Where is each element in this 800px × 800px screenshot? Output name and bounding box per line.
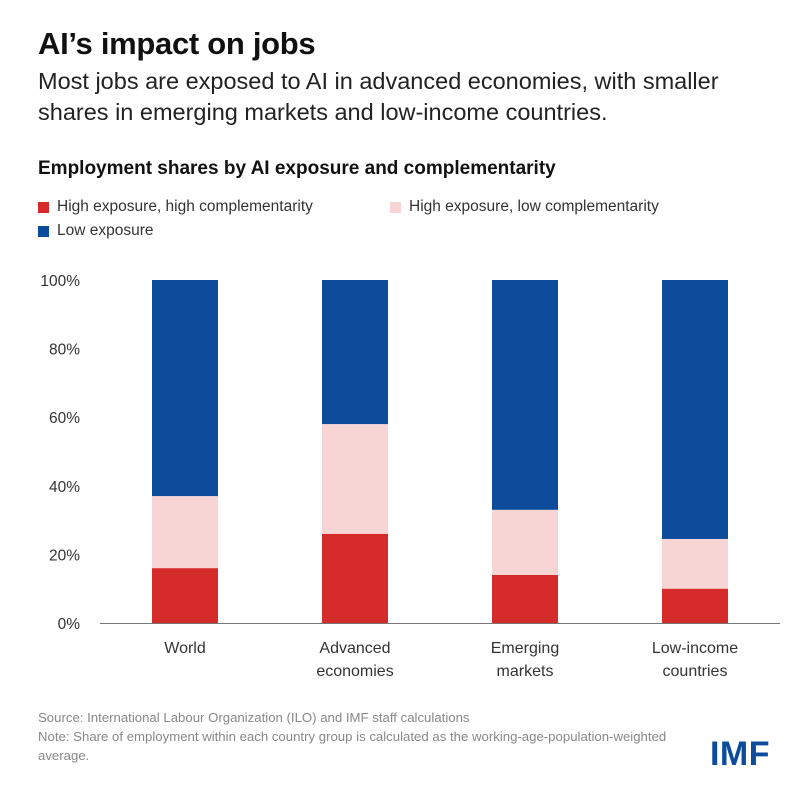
- imf-logo: IMF: [709, 735, 770, 773]
- stacked-bar-chart: 0% 20% 40% 60% 80% 100% World Advanced economies…: [40, 273, 780, 680]
- source-text: Source: International Labour Organizatio…: [38, 710, 470, 725]
- legend-item-high-low: High exposure, low complementarity: [390, 198, 659, 216]
- bar-segment: [322, 424, 388, 534]
- bar-segment: [152, 568, 218, 623]
- bar-segment: [662, 588, 728, 623]
- chart-heading: Employment shares by AI exposure and com…: [38, 158, 556, 179]
- y-tick-label: 80%: [49, 342, 80, 359]
- note-text: Note: Share of employment within each co…: [38, 729, 667, 763]
- bar-segment: [152, 496, 218, 569]
- legend: High exposure, high complementarity High…: [38, 198, 778, 246]
- y-tick-label: 20%: [49, 547, 80, 564]
- x-tick-label: economies: [316, 663, 393, 680]
- y-tick-label: 0%: [58, 616, 81, 633]
- chart-subtitle: Most jobs are exposed to AI in advanced …: [38, 68, 719, 125]
- legend-label-high-low: High exposure, low complementarity: [409, 198, 659, 215]
- legend-label-low: Low exposure: [57, 222, 154, 239]
- source-note: Source: International Labour Organizatio…: [38, 708, 678, 765]
- x-tick-label: World: [164, 640, 206, 657]
- x-tick-label: Emerging: [491, 640, 559, 657]
- y-tick-label: 100%: [40, 273, 80, 290]
- y-tick-label: 40%: [49, 479, 80, 496]
- bar-segment: [492, 509, 558, 575]
- legend-item-high-high: High exposure, high complementarity: [38, 198, 313, 216]
- bar-segment: [322, 533, 388, 623]
- legend-label-high-high: High exposure, high complementarity: [57, 198, 313, 215]
- x-tick-label: countries: [663, 663, 728, 680]
- bar-segment: [662, 280, 728, 539]
- bar-segment: [152, 280, 218, 497]
- x-tick-label: Low-income: [652, 640, 738, 657]
- y-tick-label: 60%: [49, 410, 80, 427]
- bar-segment: [322, 280, 388, 425]
- bar-segment: [492, 280, 558, 510]
- legend-swatch-low: [38, 225, 49, 237]
- x-tick-label: Advanced: [319, 640, 390, 657]
- legend-swatch-high-low: [390, 201, 401, 213]
- chart-title-main: AI’s impact on jobs: [38, 26, 316, 61]
- x-tick-label: markets: [497, 663, 554, 680]
- bar-segment: [662, 538, 728, 589]
- legend-swatch-high-high: [38, 201, 49, 213]
- bar-segment: [492, 574, 558, 623]
- legend-item-low: Low exposure: [38, 222, 154, 240]
